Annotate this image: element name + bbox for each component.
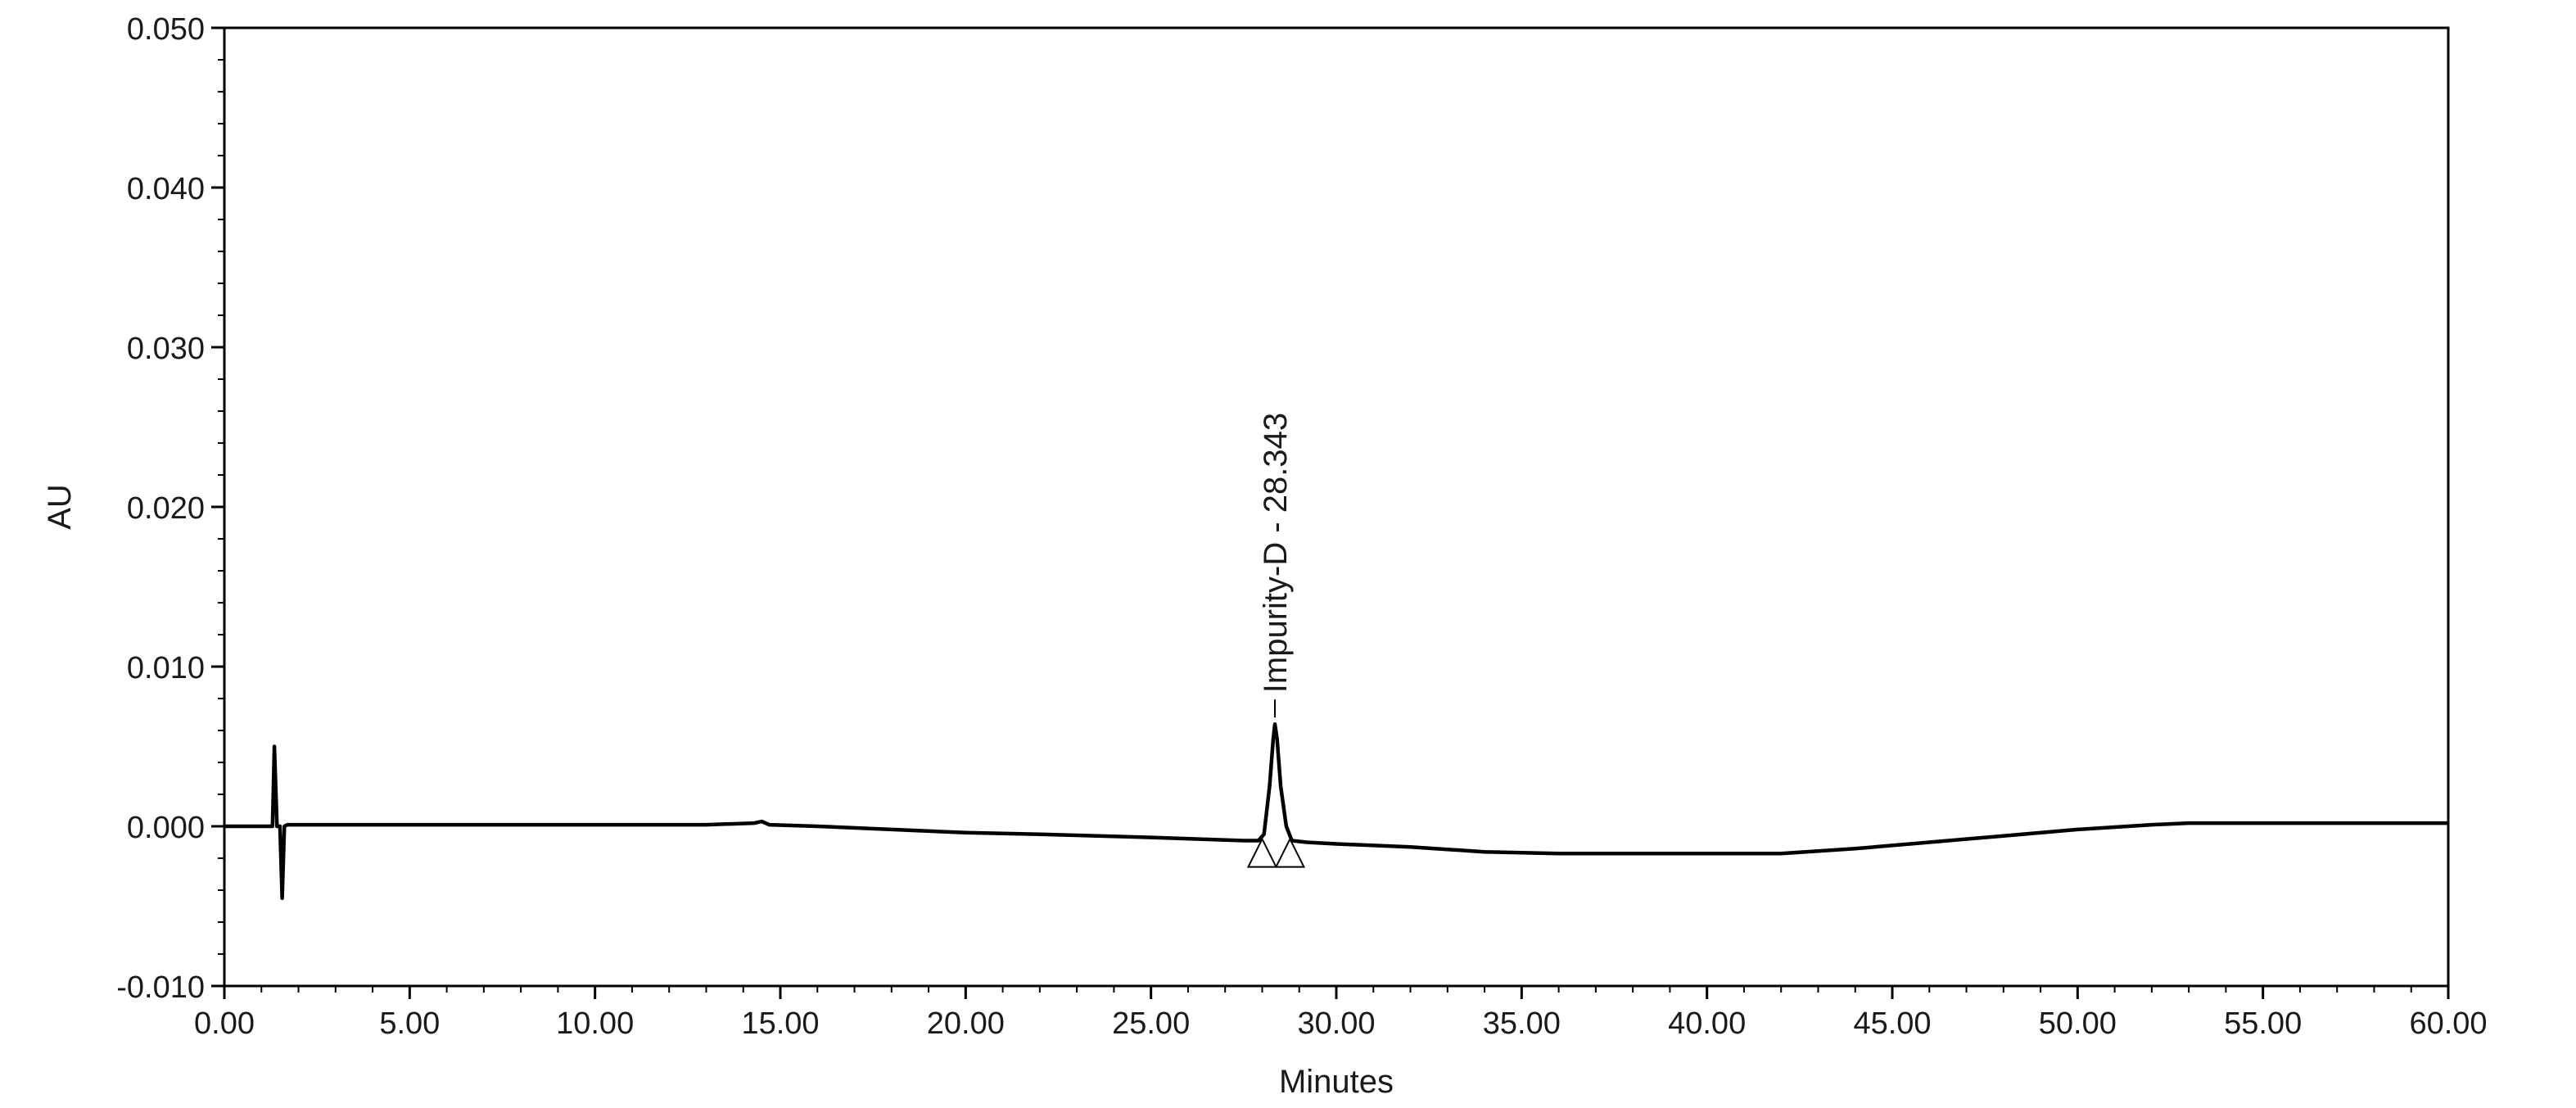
x-axis-label: Minutes [1279, 1064, 1394, 1100]
y-tick-label: 0.040 [127, 172, 205, 206]
y-axis-ticks: -0.010 0.000 0.010 0.020 0.030 0.040 0.050 [116, 12, 224, 1005]
x-tick-label: 60.00 [2409, 1006, 2487, 1041]
peak-label: Impurity-D - 28.343 [1258, 413, 1294, 693]
peak-boundary-marker [1274, 837, 1306, 868]
y-tick-label: 0.000 [127, 811, 205, 845]
y-tick-label: 0.030 [127, 332, 205, 366]
x-tick-label: 5.00 [379, 1006, 440, 1041]
x-tick-label: 10.00 [556, 1006, 634, 1041]
y-tick-label: 0.020 [127, 491, 205, 526]
x-tick-label: 20.00 [927, 1006, 1005, 1041]
x-tick-label: 25.00 [1112, 1006, 1190, 1041]
peak-markers: Impurity-D - 28.343 [1246, 413, 1306, 868]
x-tick-label: 55.00 [2224, 1006, 2302, 1041]
x-tick-label: 40.00 [1668, 1006, 1746, 1041]
x-tick-label: 35.00 [1483, 1006, 1561, 1041]
chromatogram-trace [224, 721, 2448, 901]
x-tick-label: 50.00 [2039, 1006, 2117, 1041]
y-tick-label: 0.010 [127, 651, 205, 685]
y-axis-label: AU [42, 484, 78, 530]
x-tick-label: 0.00 [194, 1006, 255, 1041]
y-tick-label: 0.050 [127, 12, 205, 47]
x-tick-label: 30.00 [1297, 1006, 1375, 1041]
y-tick-label: -0.010 [116, 970, 205, 1005]
x-axis-ticks: 0.00 5.00 10.00 15.00 20.00 25.00 30.00 35.00 40… [194, 986, 2488, 1041]
x-tick-label: 45.00 [1853, 1006, 1931, 1041]
x-tick-label: 15.00 [741, 1006, 819, 1041]
peak-boundary-marker [1246, 837, 1278, 868]
